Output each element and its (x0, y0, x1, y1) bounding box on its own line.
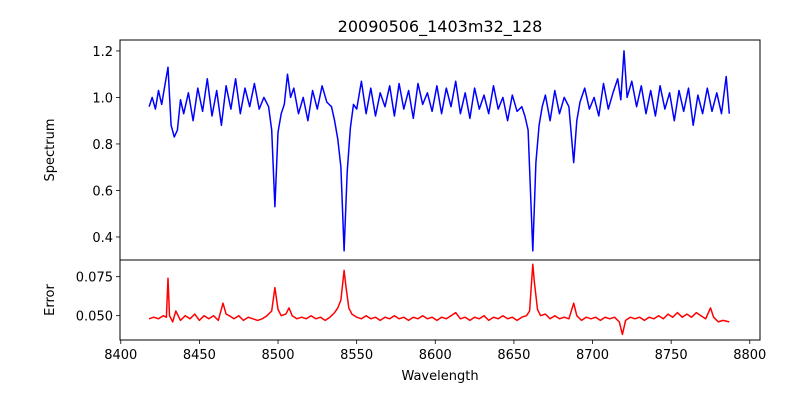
y-axis-label-spectrum: Spectrum (43, 119, 58, 182)
chart-title: 20090506_1403m32_128 (338, 17, 543, 37)
x-tick-label: 8450 (183, 348, 216, 363)
y-tick-label: 0.6 (92, 184, 113, 199)
y-tick-label: 0.050 (76, 310, 113, 325)
x-tick-label: 8750 (655, 348, 688, 363)
x-axis-label: Wavelength (401, 369, 478, 384)
y-tick-label: 1.2 (92, 45, 113, 60)
y-tick-label: 0.4 (92, 231, 113, 246)
axes-frame-error (119, 259, 761, 341)
x-tick-label: 8700 (576, 348, 609, 363)
series-line-error (148, 263, 730, 336)
x-tick-label: 8550 (340, 348, 373, 363)
x-tick-label: 8800 (733, 348, 766, 363)
x-tick-label: 8400 (104, 348, 137, 363)
y-axis-label-error: Error (43, 284, 58, 316)
x-tick-label: 8600 (419, 348, 452, 363)
x-tick-label: 8650 (497, 348, 530, 363)
y-tick-label: 0.075 (76, 271, 113, 286)
y-tick-label: 0.8 (92, 138, 113, 153)
series-line-spectrum (148, 50, 731, 252)
axes-frame-spectrum (119, 39, 761, 261)
x-tick-label: 8500 (261, 348, 294, 363)
y-tick-label: 1.0 (92, 91, 113, 106)
